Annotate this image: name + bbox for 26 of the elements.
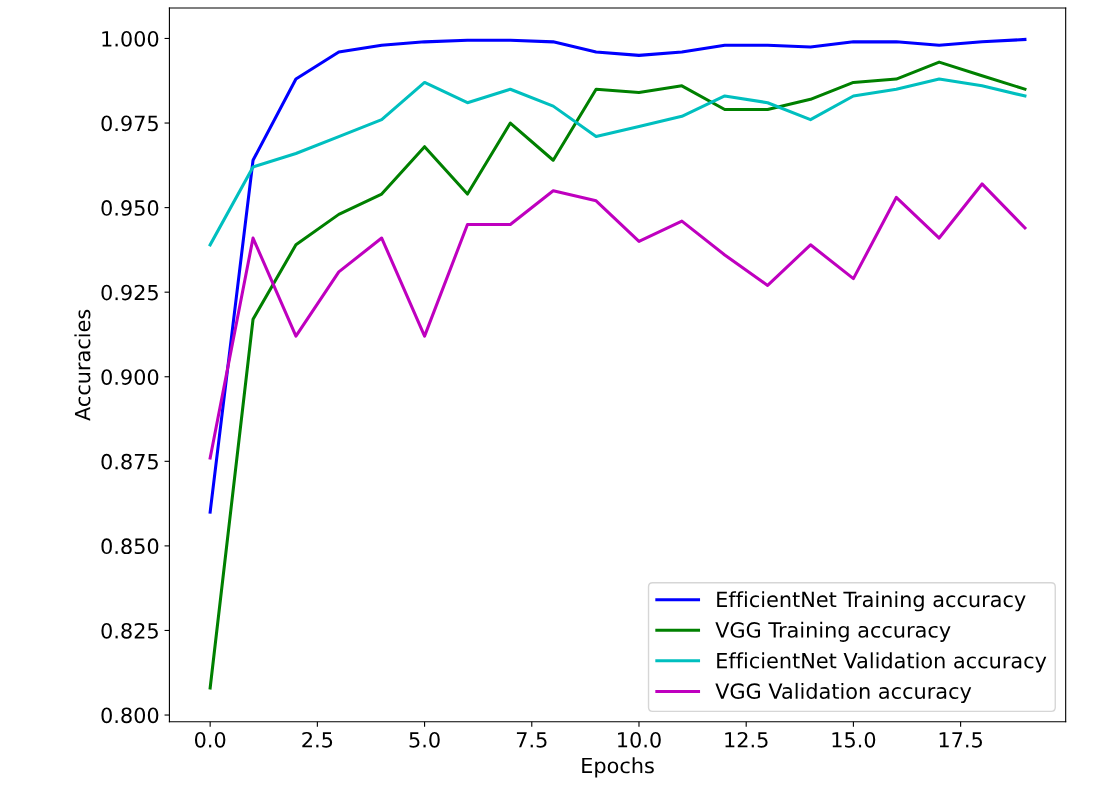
legend-label: EfficientNet Training accuracy (717, 591, 1026, 612)
x-tick-label: 7.5 (516, 732, 547, 748)
y-tick-label: 0.975 (101, 115, 158, 132)
y-tick-label: 0.800 (101, 707, 159, 724)
line-series (208, 182, 1027, 460)
x-tick-label: 2.5 (302, 731, 333, 748)
x-tick-label: 12.5 (725, 731, 768, 748)
x-tick-label: 17.5 (939, 732, 982, 748)
y-tick-label: 0.950 (101, 200, 159, 216)
x-tick-label: 0.0 (194, 731, 226, 748)
y-tick-label: 0.850 (101, 538, 159, 555)
y-tick-label: 0.925 (101, 284, 158, 301)
legend-label: EfficientNet Validation accuracy (717, 652, 1047, 673)
y-tick-label: 0.900 (101, 369, 159, 385)
legend-label: VGG Validation accuracy (715, 682, 972, 704)
x-tick-label: 5.0 (409, 731, 440, 748)
legend-label: VGG Training accuracy (715, 621, 951, 642)
y-tick-label: 0.875 (101, 453, 158, 470)
line-series (208, 37, 1027, 514)
y-axis-title: Accuracies (74, 309, 91, 421)
x-tick-label: 15.0 (832, 731, 876, 748)
x-tick-label: 10.0 (618, 731, 661, 748)
x-axis-title: Epochs (582, 757, 654, 778)
y-tick-label: 0.825 (101, 622, 158, 639)
y-tick-label: 1.000 (102, 30, 159, 47)
line-series (208, 77, 1027, 247)
